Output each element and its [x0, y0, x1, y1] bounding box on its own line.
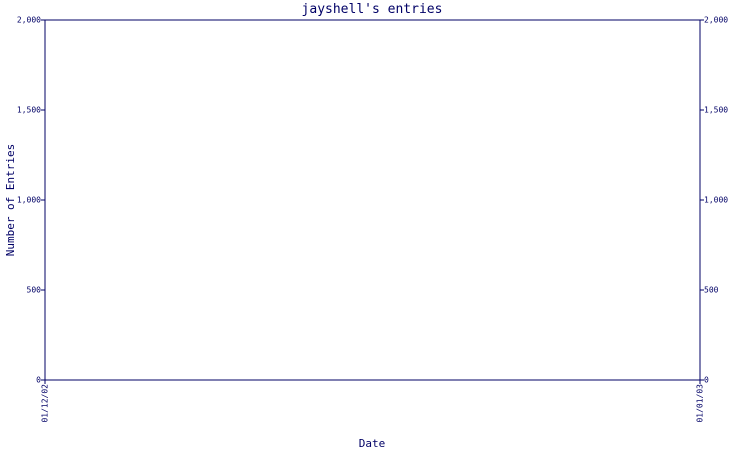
y-tick-label-right: 0 [704, 376, 709, 385]
y-tick-label-right: 2,000 [704, 16, 728, 25]
y-axis-label: Number of Entries [4, 144, 17, 257]
y-tick-label-right: 1,500 [704, 106, 728, 115]
y-tick-label-right: 500 [704, 286, 719, 295]
y-tick-label: 500 [27, 286, 42, 295]
y-tick-label: 0 [36, 376, 41, 385]
x-axis-label: Date [359, 437, 386, 450]
y-tick-label: 2,000 [17, 16, 41, 25]
x-tick-label: 01/01/03 [696, 384, 705, 423]
chart-title: jayshell's entries [302, 2, 443, 17]
y-tick-label: 1,500 [17, 106, 41, 115]
plot-frame [44, 19, 701, 381]
y-tick-label-right: 1,000 [704, 196, 728, 205]
x-tick-label: 01/12/02 [41, 384, 50, 423]
y-tick-label: 1,000 [17, 196, 41, 205]
